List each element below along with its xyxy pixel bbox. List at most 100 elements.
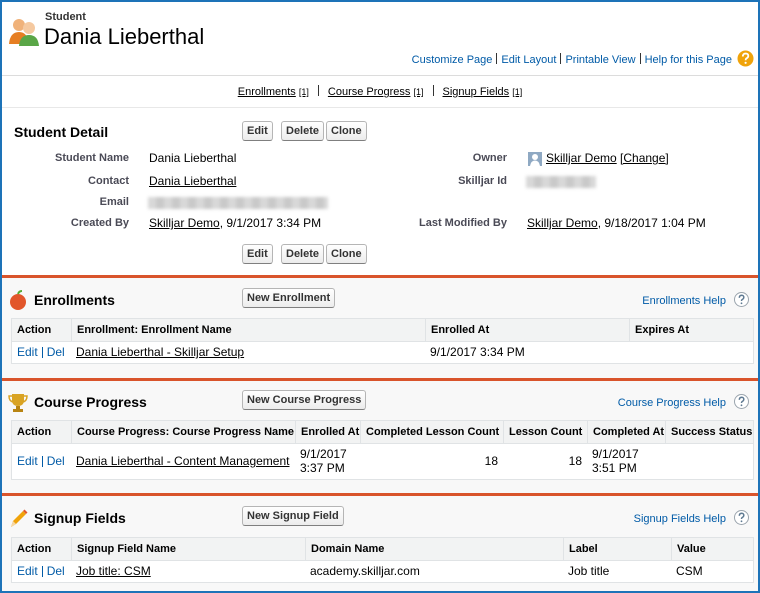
related-count: [1] bbox=[413, 87, 424, 97]
cell-value: 18 bbox=[568, 454, 582, 468]
delete-link[interactable]: Del bbox=[46, 564, 65, 578]
column-header: Label bbox=[563, 538, 671, 560]
modified-by-value: Skilljar Demo, 9/18/2017 1:04 PM bbox=[527, 216, 706, 230]
field-label: Contact bbox=[88, 175, 129, 187]
related-list: Enrollments New Enrollment Enrollments Hel… bbox=[2, 275, 758, 378]
separator bbox=[432, 85, 434, 96]
cell-value: 9/1/2017 3:34 PM bbox=[430, 345, 525, 359]
column-header: Enrollment: Enrollment Name bbox=[71, 319, 425, 341]
edit-button[interactable]: Edit bbox=[242, 244, 273, 264]
user-icon bbox=[528, 152, 542, 166]
column-header: Value bbox=[671, 538, 755, 560]
related-link[interactable]: Signup Fields bbox=[442, 86, 510, 98]
field-label: Skilljar Id bbox=[458, 175, 507, 187]
related-count: [1] bbox=[298, 87, 309, 97]
clone-button[interactable]: Clone bbox=[326, 244, 367, 264]
edit-link[interactable]: Edit bbox=[17, 564, 38, 578]
column-header: Completed At bbox=[587, 421, 665, 443]
customize-page-link[interactable]: Customize Page bbox=[411, 54, 493, 66]
created-by-value: Skilljar Demo, 9/1/2017 3:34 PM bbox=[149, 216, 321, 230]
row-actions: Edit Del bbox=[12, 341, 71, 363]
related-link[interactable]: Enrollments bbox=[237, 86, 296, 98]
data-row: Edit Del Job title: CSM academy.skilljar.co… bbox=[12, 560, 753, 582]
field-label: Created By bbox=[70, 217, 129, 229]
data-row: Edit Del Dania Lieberthal - Skilljar Setup… bbox=[12, 341, 753, 363]
delete-button[interactable]: Delete bbox=[281, 121, 325, 141]
new-button[interactable]: New Course Progress bbox=[242, 390, 367, 410]
related-table: Action Course Progress: Course Progress N… bbox=[11, 420, 754, 480]
cell-value: 18 bbox=[484, 454, 498, 468]
user-link[interactable]: Skilljar Demo bbox=[527, 216, 598, 230]
help-icon[interactable] bbox=[737, 50, 754, 67]
owner-value: Skilljar Demo [Change] bbox=[546, 151, 669, 165]
divider bbox=[2, 107, 758, 108]
column-header: Enrolled At bbox=[425, 319, 629, 341]
cell-value bbox=[665, 443, 755, 479]
section-title: Signup Fields bbox=[34, 510, 126, 526]
column-header: Completed Lesson Count bbox=[360, 421, 503, 443]
separator bbox=[41, 565, 43, 577]
related-table: Action Signup Field Name Domain Name Label V… bbox=[11, 537, 754, 583]
user-link[interactable]: Skilljar Demo bbox=[149, 216, 220, 230]
column-header: Enrolled At bbox=[295, 421, 360, 443]
related-links: Enrollments [1] Course Progress [1] Signup… bbox=[2, 85, 758, 98]
cell-value: Job title bbox=[568, 564, 610, 578]
contact-link[interactable]: Dania Lieberthal bbox=[149, 174, 237, 188]
related-list: Signup Fields New Signup Field Signup Fiel… bbox=[2, 493, 758, 591]
header-row: Action Signup Field Name Domain Name Label V… bbox=[12, 538, 753, 561]
new-button[interactable]: New Signup Field bbox=[242, 506, 344, 526]
help-icon[interactable] bbox=[734, 510, 749, 525]
column-header: Success Status bbox=[665, 421, 755, 443]
record-link[interactable]: Dania Lieberthal - Content Management bbox=[76, 454, 290, 468]
field-label: Email bbox=[99, 196, 129, 208]
change-owner-link[interactable]: [Change] bbox=[620, 151, 669, 165]
section-icon bbox=[8, 508, 30, 530]
column-header: Action bbox=[17, 543, 52, 555]
column-header: Action bbox=[17, 324, 52, 336]
cell-value: CSM bbox=[676, 564, 703, 578]
edit-button[interactable]: Edit bbox=[242, 121, 273, 141]
delete-button[interactable]: Delete bbox=[281, 244, 325, 264]
edit-link[interactable]: Edit bbox=[17, 454, 38, 468]
help-link[interactable]: Signup Fields Help bbox=[633, 513, 726, 525]
help-icon[interactable] bbox=[734, 394, 749, 409]
field-label: Student Name bbox=[55, 152, 129, 164]
section-title: Enrollments bbox=[34, 292, 115, 308]
help-link[interactable]: Enrollments Help bbox=[642, 295, 726, 307]
help-icon[interactable] bbox=[734, 292, 749, 307]
column-header: Action bbox=[17, 426, 52, 438]
header-row: Action Enrollment: Enrollment Name Enrolle… bbox=[12, 319, 753, 342]
row-actions: Edit Del bbox=[12, 560, 71, 582]
data-row: Edit Del Dania Lieberthal - Content Manage… bbox=[12, 443, 753, 479]
printable-view-link[interactable]: Printable View bbox=[565, 54, 636, 66]
record-link[interactable]: Dania Lieberthal - Skilljar Setup bbox=[76, 345, 245, 359]
new-button[interactable]: New Enrollment bbox=[242, 288, 336, 308]
related-link[interactable]: Course Progress bbox=[327, 86, 411, 98]
help-link[interactable]: Help for this Page bbox=[644, 54, 732, 66]
separator bbox=[41, 455, 43, 467]
delete-link[interactable]: Del bbox=[46, 345, 65, 359]
section-title: Course Progress bbox=[34, 394, 147, 410]
field-value: Dania Lieberthal bbox=[149, 151, 237, 165]
related-count: [1] bbox=[512, 87, 523, 97]
column-header: Domain Name bbox=[305, 538, 563, 560]
column-header: Signup Field Name bbox=[71, 538, 305, 560]
help-link[interactable]: Course Progress Help bbox=[617, 397, 726, 409]
date: , 9/1/2017 3:34 PM bbox=[219, 216, 322, 230]
redacted-value bbox=[526, 176, 596, 188]
column-header: Course Progress: Course Progress Name bbox=[71, 421, 295, 443]
detail-title: Student Detail bbox=[14, 124, 109, 140]
student-icon bbox=[9, 19, 39, 46]
clone-button[interactable]: Clone bbox=[326, 121, 367, 141]
record-link[interactable]: Job title: CSM bbox=[76, 564, 151, 578]
section-icon bbox=[8, 392, 30, 414]
related-list: Course Progress New Course Progress Course… bbox=[2, 378, 758, 493]
edit-layout-link[interactable]: Edit Layout bbox=[501, 54, 557, 66]
edit-link[interactable]: Edit bbox=[17, 345, 38, 359]
delete-link[interactable]: Del bbox=[46, 454, 65, 468]
cell-value: 9/1/2017 3:51 PM bbox=[592, 447, 639, 475]
related-table: Action Enrollment: Enrollment Name Enrolle… bbox=[11, 318, 754, 364]
column-header: Lesson Count bbox=[503, 421, 587, 443]
owner-link[interactable]: Skilljar Demo bbox=[546, 151, 617, 165]
